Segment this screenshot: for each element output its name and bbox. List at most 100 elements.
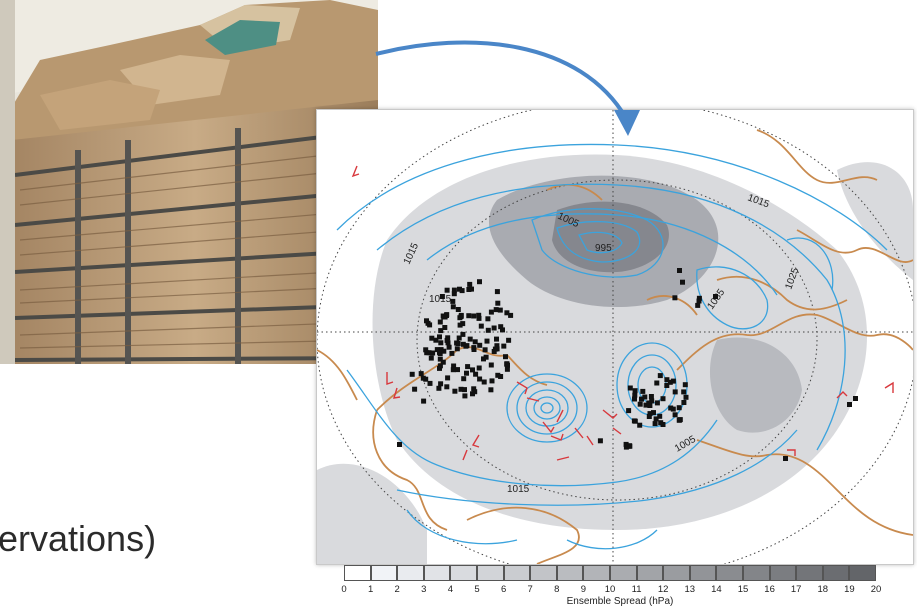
pressure-map: 1005 995 1015 1015 1035 1025 1015 1005 1… xyxy=(316,109,914,565)
station-marker xyxy=(423,347,429,353)
colorbar-tick: 13 xyxy=(684,584,696,595)
station-marker xyxy=(445,375,451,381)
station-marker xyxy=(651,410,656,416)
station-marker xyxy=(444,313,449,318)
station-marker xyxy=(494,336,499,342)
station-marker xyxy=(434,347,440,353)
station-marker xyxy=(640,388,646,394)
station-marker xyxy=(424,318,429,324)
station-marker xyxy=(476,312,482,318)
station-marker xyxy=(676,417,682,423)
station-marker xyxy=(451,363,457,369)
spread-shading xyxy=(317,154,913,564)
station-marker xyxy=(446,344,452,350)
station-marker xyxy=(455,341,461,346)
colorbar-swatch xyxy=(476,565,504,581)
colorbar-tick: 4 xyxy=(447,584,454,595)
station-marker xyxy=(648,394,654,399)
station-marker xyxy=(853,396,858,401)
isobars xyxy=(336,143,888,550)
station-marker xyxy=(442,325,448,330)
station-marker xyxy=(472,339,478,345)
station-marker xyxy=(483,354,489,360)
colorbar-swatch xyxy=(344,565,371,581)
colorbar-tick: 1 xyxy=(367,584,374,595)
colorbar-swatch xyxy=(769,565,797,581)
station-marker xyxy=(677,268,682,273)
station-marker xyxy=(672,295,678,301)
station-marker xyxy=(667,379,673,385)
station-marker xyxy=(430,350,436,356)
colorbar-tick: 14 xyxy=(711,584,722,595)
contour-label: 995 xyxy=(595,243,612,254)
station-marker xyxy=(428,355,434,361)
station-marker xyxy=(477,376,483,382)
station-marker xyxy=(681,389,687,395)
station-markers xyxy=(397,268,858,461)
station-marker xyxy=(657,413,663,419)
colorbar-label: Ensemble Spread (hPa) xyxy=(566,596,674,607)
archive-shelves-photo xyxy=(0,0,378,364)
station-marker xyxy=(466,313,472,319)
station-marker xyxy=(783,456,788,461)
station-marker xyxy=(696,295,702,301)
colorbar-swatch xyxy=(822,565,850,581)
station-marker xyxy=(670,378,676,384)
station-marker xyxy=(438,347,444,353)
station-marker xyxy=(488,309,494,315)
station-marker xyxy=(412,386,418,392)
station-marker xyxy=(445,335,451,341)
station-marker xyxy=(639,396,644,402)
station-marker xyxy=(437,351,443,356)
station-marker xyxy=(504,366,510,372)
colorbar-swatch xyxy=(370,565,398,581)
station-marker xyxy=(429,335,435,341)
colorbar-tick: 15 xyxy=(737,584,749,595)
station-marker xyxy=(462,393,468,399)
station-marker xyxy=(473,371,479,377)
station-marker xyxy=(676,405,682,411)
station-marker xyxy=(418,371,424,377)
station-marker xyxy=(501,343,507,349)
station-marker xyxy=(464,370,469,376)
station-marker xyxy=(438,340,444,346)
station-marker xyxy=(500,327,505,333)
station-marker xyxy=(437,319,443,325)
colorbar-swatches xyxy=(344,565,876,581)
colorbar-swatch xyxy=(742,565,770,581)
colorbar-swatch xyxy=(423,565,451,581)
station-marker xyxy=(668,405,674,411)
station-marker xyxy=(437,356,443,362)
station-marker xyxy=(488,387,494,393)
station-marker xyxy=(672,412,678,418)
station-marker xyxy=(470,367,475,373)
colorbar-swatch xyxy=(849,565,876,581)
station-marker xyxy=(451,291,457,297)
station-marker xyxy=(626,408,632,414)
station-marker xyxy=(471,386,477,392)
colorbar-tick: 9 xyxy=(580,584,587,595)
colorbar-swatch xyxy=(796,565,823,581)
colorbar-tick: 6 xyxy=(500,584,507,595)
colorbar-swatch xyxy=(556,565,584,581)
station-marker xyxy=(670,406,676,412)
colorbar-tick: 10 xyxy=(604,584,616,595)
contour-label: 1015 xyxy=(429,294,452,305)
station-marker xyxy=(597,438,603,444)
colorbar-tick: 12 xyxy=(657,584,669,595)
station-marker xyxy=(498,374,504,379)
colorbar-swatch xyxy=(663,565,690,581)
station-marker xyxy=(437,334,442,340)
colorbar-tick: 20 xyxy=(870,584,882,595)
station-marker xyxy=(436,385,442,391)
station-marker xyxy=(454,346,460,352)
colorbar-tick: 5 xyxy=(474,584,480,595)
station-marker xyxy=(440,313,446,319)
station-marker xyxy=(472,389,478,395)
station-marker xyxy=(647,411,653,417)
station-marker xyxy=(444,337,450,343)
station-marker xyxy=(696,298,702,304)
station-marker xyxy=(481,379,487,385)
station-marker xyxy=(664,377,670,383)
station-marker xyxy=(424,350,430,356)
